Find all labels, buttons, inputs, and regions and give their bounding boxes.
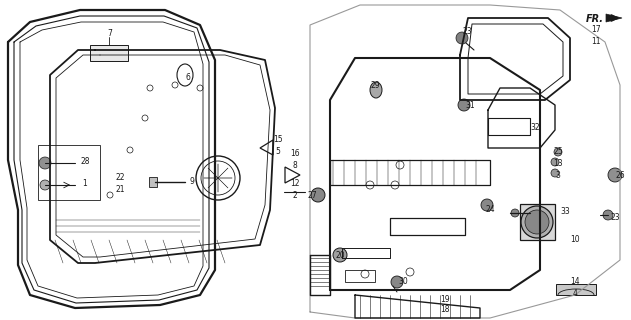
Circle shape xyxy=(311,188,325,202)
Ellipse shape xyxy=(370,82,382,98)
Bar xyxy=(38,145,100,200)
Circle shape xyxy=(551,169,559,177)
Text: 9: 9 xyxy=(189,178,194,187)
Polygon shape xyxy=(606,14,622,22)
Text: 21: 21 xyxy=(115,186,125,195)
Text: 27: 27 xyxy=(307,190,317,199)
Text: 32: 32 xyxy=(530,123,540,132)
Text: 10: 10 xyxy=(570,236,580,244)
Bar xyxy=(520,204,555,240)
Circle shape xyxy=(525,210,549,234)
Text: 11: 11 xyxy=(591,37,601,46)
Circle shape xyxy=(481,199,493,211)
Circle shape xyxy=(608,168,622,182)
Text: 26: 26 xyxy=(615,171,625,180)
Circle shape xyxy=(511,209,519,217)
Text: 33: 33 xyxy=(560,207,570,217)
Bar xyxy=(149,177,157,187)
Text: 20: 20 xyxy=(335,251,345,260)
Circle shape xyxy=(391,276,403,288)
Bar xyxy=(556,284,596,295)
Text: 15: 15 xyxy=(273,135,283,145)
Text: 30: 30 xyxy=(398,277,408,286)
Text: 14: 14 xyxy=(570,276,580,285)
Circle shape xyxy=(458,99,470,111)
Circle shape xyxy=(456,32,468,44)
Text: 8: 8 xyxy=(293,162,297,171)
Circle shape xyxy=(554,148,562,156)
Text: 17: 17 xyxy=(591,26,601,35)
Circle shape xyxy=(333,248,347,262)
Text: 7: 7 xyxy=(107,28,112,37)
Text: 29: 29 xyxy=(370,81,380,90)
Text: 2: 2 xyxy=(293,190,297,199)
Text: 25: 25 xyxy=(553,148,563,156)
Circle shape xyxy=(39,157,51,169)
Bar xyxy=(90,45,128,61)
Text: 19: 19 xyxy=(440,295,450,305)
Text: FR.: FR. xyxy=(586,14,604,24)
Text: 12: 12 xyxy=(290,179,300,188)
Circle shape xyxy=(521,206,553,238)
Text: 6: 6 xyxy=(186,73,191,82)
Circle shape xyxy=(551,158,559,166)
Text: 5: 5 xyxy=(276,148,280,156)
Text: 31: 31 xyxy=(465,100,475,109)
Text: 23: 23 xyxy=(610,213,620,222)
Text: 13: 13 xyxy=(553,158,563,167)
Circle shape xyxy=(603,210,613,220)
Text: 1: 1 xyxy=(83,179,87,188)
Circle shape xyxy=(40,180,50,190)
Text: 18: 18 xyxy=(440,306,450,315)
Text: 4: 4 xyxy=(572,289,577,298)
Text: 23: 23 xyxy=(462,28,472,36)
Text: 24: 24 xyxy=(485,205,495,214)
Bar xyxy=(345,270,375,282)
Text: 22: 22 xyxy=(115,173,125,182)
Text: 3: 3 xyxy=(555,171,560,180)
Text: 28: 28 xyxy=(80,157,90,166)
Text: 16: 16 xyxy=(290,149,300,158)
